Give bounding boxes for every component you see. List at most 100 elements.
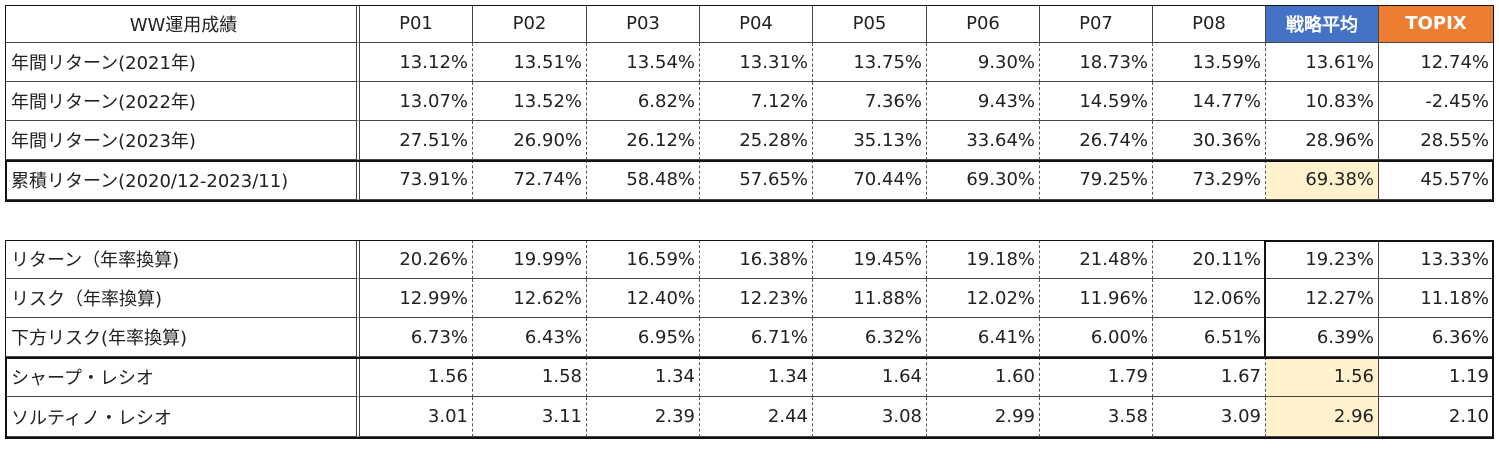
cell-value: 21.48% bbox=[1040, 240, 1153, 279]
cell-value: 73.29% bbox=[1153, 160, 1266, 200]
cell-value: 14.77% bbox=[1153, 82, 1266, 121]
cell-value: 45.57% bbox=[1379, 160, 1494, 200]
cell-value: 12.40% bbox=[587, 279, 700, 318]
cell-value: 20.11% bbox=[1153, 240, 1266, 279]
cell-value: 1.56 bbox=[1266, 357, 1379, 397]
cell-value: 3.09 bbox=[1153, 397, 1266, 437]
cell-value: 27.51% bbox=[360, 121, 473, 160]
cell-value: 1.58 bbox=[473, 357, 587, 397]
cell-value: 19.23% bbox=[1266, 240, 1379, 279]
column-header: P06 bbox=[927, 5, 1040, 43]
cell-value: 16.59% bbox=[587, 240, 700, 279]
cell-value: 33.64% bbox=[927, 121, 1040, 160]
cell-value: 6.71% bbox=[700, 318, 813, 357]
column-header: P03 bbox=[587, 5, 700, 43]
column-header: P01 bbox=[360, 5, 473, 43]
cell-value: 6.41% bbox=[927, 318, 1040, 357]
cell-value: 72.74% bbox=[473, 160, 587, 200]
cell-value: 6.00% bbox=[1040, 318, 1153, 357]
row-label: リターン（年率換算) bbox=[5, 240, 360, 279]
cell-value: 13.54% bbox=[587, 43, 700, 82]
cell-value: 1.19 bbox=[1379, 357, 1494, 397]
cell-value: 13.07% bbox=[360, 82, 473, 121]
cell-value: 12.02% bbox=[927, 279, 1040, 318]
cell-value: 69.38% bbox=[1266, 160, 1379, 200]
cell-value: 3.58 bbox=[1040, 397, 1153, 437]
column-header: 戦略平均 bbox=[1266, 5, 1379, 43]
cell-value: 11.18% bbox=[1379, 279, 1494, 318]
cell-value: 70.44% bbox=[813, 160, 927, 200]
cell-value: 10.83% bbox=[1266, 82, 1379, 121]
cell-value: 26.12% bbox=[587, 121, 700, 160]
cell-value: 1.67 bbox=[1153, 357, 1266, 397]
cell-value: 73.91% bbox=[360, 160, 473, 200]
cell-value: 13.61% bbox=[1266, 43, 1379, 82]
cell-value: 6.73% bbox=[360, 318, 473, 357]
cell-value: 13.51% bbox=[473, 43, 587, 82]
cell-value: 20.26% bbox=[360, 240, 473, 279]
cell-value: 12.23% bbox=[700, 279, 813, 318]
cell-value: 1.34 bbox=[700, 357, 813, 397]
column-header: P08 bbox=[1153, 5, 1266, 43]
cell-value: 12.99% bbox=[360, 279, 473, 318]
cell-value: 6.82% bbox=[587, 82, 700, 121]
cell-value: 14.59% bbox=[1040, 82, 1153, 121]
cell-value: 19.45% bbox=[813, 240, 927, 279]
cell-value: 79.25% bbox=[1040, 160, 1153, 200]
cell-value: 7.12% bbox=[700, 82, 813, 121]
cell-value: 35.13% bbox=[813, 121, 927, 160]
cell-value: 11.96% bbox=[1040, 279, 1153, 318]
row-label: 年間リターン(2021年) bbox=[5, 43, 360, 82]
cell-value: 12.06% bbox=[1153, 279, 1266, 318]
row-label: シャープ・レシオ bbox=[5, 357, 360, 397]
cell-value: 26.90% bbox=[473, 121, 587, 160]
cell-value: 11.88% bbox=[813, 279, 927, 318]
cell-value: 1.34 bbox=[587, 357, 700, 397]
cell-value: 6.39% bbox=[1266, 318, 1379, 357]
cell-value: 1.79 bbox=[1040, 357, 1153, 397]
cell-value: 12.27% bbox=[1266, 279, 1379, 318]
column-header: P05 bbox=[813, 5, 927, 43]
row-label: 累積リターン(2020/12-2023/11) bbox=[5, 160, 360, 200]
cell-value: 28.96% bbox=[1266, 121, 1379, 160]
cell-value: 2.44 bbox=[700, 397, 813, 437]
row-label: 年間リターン(2023年) bbox=[5, 121, 360, 160]
cell-value: 1.60 bbox=[927, 357, 1040, 397]
cell-value: 2.99 bbox=[927, 397, 1040, 437]
cell-value: 2.39 bbox=[587, 397, 700, 437]
cell-value: -2.45% bbox=[1379, 82, 1494, 121]
cell-value: 28.55% bbox=[1379, 121, 1494, 160]
column-header: TOPIX bbox=[1379, 5, 1494, 43]
cell-value: 26.74% bbox=[1040, 121, 1153, 160]
cell-value: 9.43% bbox=[927, 82, 1040, 121]
cell-value: 19.99% bbox=[473, 240, 587, 279]
column-header: P07 bbox=[1040, 5, 1153, 43]
cell-value: 18.73% bbox=[1040, 43, 1153, 82]
cell-value: 30.36% bbox=[1153, 121, 1266, 160]
cell-value: 13.75% bbox=[813, 43, 927, 82]
cell-value: 3.11 bbox=[473, 397, 587, 437]
cell-value: 13.59% bbox=[1153, 43, 1266, 82]
cell-value: 1.56 bbox=[360, 357, 473, 397]
cell-value: 12.74% bbox=[1379, 43, 1494, 82]
cell-value: 3.08 bbox=[813, 397, 927, 437]
cell-value: 6.95% bbox=[587, 318, 700, 357]
cell-value: 1.64 bbox=[813, 357, 927, 397]
cell-value: 19.18% bbox=[927, 240, 1040, 279]
cell-value: 2.10 bbox=[1379, 397, 1494, 437]
cell-value: 58.48% bbox=[587, 160, 700, 200]
cell-value: 2.96 bbox=[1266, 397, 1379, 437]
cell-value: 9.30% bbox=[927, 43, 1040, 82]
cell-value: 13.33% bbox=[1379, 240, 1494, 279]
cell-value: 13.12% bbox=[360, 43, 473, 82]
cell-value: 7.36% bbox=[813, 82, 927, 121]
cell-value: 6.43% bbox=[473, 318, 587, 357]
cell-value: 16.38% bbox=[700, 240, 813, 279]
row-label: ソルティノ・レシオ bbox=[5, 397, 360, 437]
cell-value: 13.52% bbox=[473, 82, 587, 121]
row-label: 年間リターン(2022年) bbox=[5, 82, 360, 121]
cell-value: 25.28% bbox=[700, 121, 813, 160]
cell-value: 6.32% bbox=[813, 318, 927, 357]
cell-value: 6.36% bbox=[1379, 318, 1494, 357]
